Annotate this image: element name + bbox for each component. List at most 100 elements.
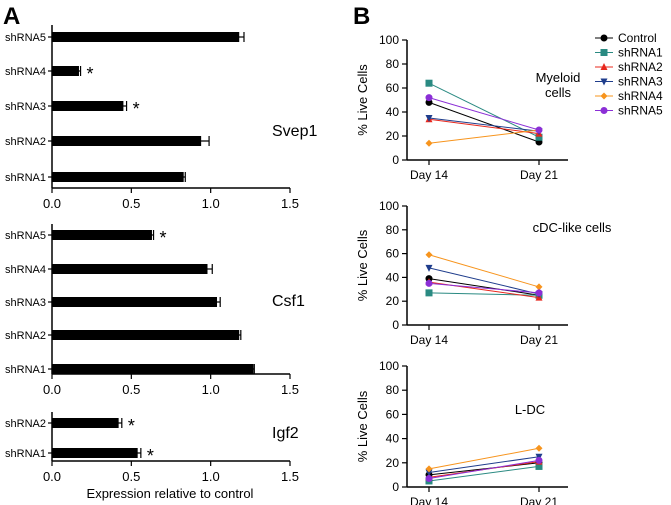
bar-shrna4 bbox=[52, 66, 79, 76]
y-tick-label: 0 bbox=[392, 318, 399, 332]
data-point bbox=[425, 79, 433, 87]
x-tick-label: Day 14 bbox=[410, 495, 448, 505]
y-tick-label: shRNA3 bbox=[5, 101, 46, 113]
y-tick-label: 60 bbox=[386, 81, 400, 95]
y-tick-label: shRNA2 bbox=[5, 418, 46, 430]
series-line bbox=[428, 101, 540, 143]
data-point bbox=[535, 126, 543, 134]
y-tick-label: 80 bbox=[386, 223, 400, 237]
line-panels: 0 20 40 60 80 100 Day 14 Day 21 % Live Cells Myel… bbox=[355, 33, 612, 505]
legend-item-shrna5: shRNA5 bbox=[595, 104, 663, 118]
bar-shrna5 bbox=[52, 32, 240, 42]
x-tick-label: Day 21 bbox=[520, 333, 558, 347]
series-shrna1 bbox=[425, 79, 543, 141]
legend-label: shRNA5 bbox=[618, 104, 663, 118]
significance-marker: * bbox=[87, 64, 94, 84]
y-tick-label: 20 bbox=[386, 294, 400, 308]
series-line bbox=[428, 459, 540, 480]
x-tick-label: 0.5 bbox=[122, 469, 140, 484]
bar-chart-csf1: 0.0 0.5 1.0 1.5 shRNA5 * shRNA4 shRNA3 shRNA2 shR… bbox=[5, 224, 305, 397]
x-tick-label: 1.5 bbox=[281, 469, 299, 484]
series-line bbox=[428, 254, 540, 288]
series-line bbox=[428, 282, 540, 294]
y-tick-label: shRNA4 bbox=[5, 66, 46, 78]
series-line bbox=[428, 462, 540, 476]
x-tick-label: 0.5 bbox=[122, 382, 140, 397]
gene-label: Igf2 bbox=[272, 425, 299, 442]
bar-chart-igf2: 0.0 0.5 1.0 1.5 shRNA2 * shRNA1 * Igf2 Expression… bbox=[5, 412, 299, 501]
x-tick-label: 0.0 bbox=[43, 469, 61, 484]
x-tick-label: Day 14 bbox=[410, 168, 448, 182]
series-line bbox=[428, 97, 540, 131]
gene-label: Svep1 bbox=[272, 123, 317, 140]
bar-chart-svep1: 0.0 0.5 1.0 1.5 shRNA5 shRNA4 * shRNA3 * shRNA2 sh… bbox=[5, 25, 317, 211]
series-line bbox=[428, 118, 540, 135]
y-tick-label: 60 bbox=[386, 407, 400, 421]
line-chart-1: 0 20 40 60 80 100 Day 14 Day 21 % Live Cells Myel… bbox=[355, 33, 580, 182]
panel-label-a: A bbox=[3, 3, 20, 30]
y-tick-label: 100 bbox=[379, 33, 399, 47]
y-tick-label: 0 bbox=[392, 480, 399, 494]
data-point bbox=[425, 98, 433, 106]
bar-shrna2 bbox=[52, 418, 119, 428]
legend-marker bbox=[600, 78, 608, 86]
series-line bbox=[428, 465, 540, 482]
series-shrna4 bbox=[425, 444, 543, 473]
legend-label: Control bbox=[618, 31, 657, 45]
legend-item-control: Control bbox=[595, 31, 657, 45]
series-control bbox=[425, 98, 543, 146]
significance-marker: * bbox=[160, 228, 167, 248]
data-point bbox=[425, 115, 433, 122]
y-tick-label: 40 bbox=[386, 432, 400, 446]
y-tick-label: shRNA3 bbox=[5, 297, 46, 309]
data-point bbox=[535, 462, 543, 470]
legend-label: shRNA3 bbox=[618, 75, 663, 89]
series-line bbox=[428, 447, 540, 470]
series-line bbox=[428, 82, 540, 138]
bar-shrna3 bbox=[52, 297, 218, 307]
data-point bbox=[425, 469, 433, 477]
y-tick-label: 20 bbox=[386, 456, 400, 470]
y-tick-label: shRNA4 bbox=[5, 264, 46, 276]
y-tick-label: 100 bbox=[379, 199, 399, 213]
data-point bbox=[425, 264, 433, 272]
data-point bbox=[425, 289, 433, 297]
y-tick-label: shRNA2 bbox=[5, 136, 46, 148]
y-tick-label: shRNA5 bbox=[5, 230, 46, 242]
y-axis-label: % Live Cells bbox=[355, 64, 370, 136]
bar-shrna4 bbox=[52, 264, 208, 274]
y-tick-label: 40 bbox=[386, 105, 400, 119]
legend-label: shRNA1 bbox=[618, 46, 663, 60]
data-point bbox=[425, 475, 433, 483]
panel-label-b: B bbox=[353, 3, 370, 30]
data-point bbox=[425, 139, 433, 147]
legend-marker bbox=[600, 63, 608, 70]
legend-marker bbox=[600, 49, 608, 56]
data-point bbox=[535, 456, 543, 464]
bar-shrna1 bbox=[52, 172, 184, 182]
series-line bbox=[428, 117, 540, 132]
x-axis-label: Expression relative to control bbox=[87, 486, 254, 501]
legend-marker bbox=[600, 107, 608, 114]
x-tick-label: Day 14 bbox=[410, 333, 448, 347]
data-point bbox=[535, 289, 543, 297]
y-tick-label: 80 bbox=[386, 383, 400, 397]
series-line bbox=[428, 267, 540, 295]
chart-title: cDC-like cells bbox=[533, 220, 612, 235]
bar-shrna2 bbox=[52, 136, 202, 146]
series-line bbox=[428, 456, 540, 473]
y-tick-label: 60 bbox=[386, 247, 400, 261]
y-tick-label: shRNA5 bbox=[5, 32, 46, 44]
x-tick-label: 0.0 bbox=[43, 196, 61, 211]
bar-shrna1 bbox=[52, 364, 254, 374]
legend-marker bbox=[600, 34, 608, 42]
chart-title: Myeloid cells bbox=[536, 70, 581, 100]
data-point bbox=[535, 283, 543, 291]
data-point bbox=[425, 94, 433, 102]
significance-marker: * bbox=[133, 99, 140, 119]
bar-shrna3 bbox=[52, 101, 124, 111]
data-point bbox=[535, 133, 543, 141]
y-axis-label: % Live Cells bbox=[355, 390, 370, 462]
x-tick-label: 0.5 bbox=[122, 196, 140, 211]
y-tick-label: 20 bbox=[386, 129, 400, 143]
